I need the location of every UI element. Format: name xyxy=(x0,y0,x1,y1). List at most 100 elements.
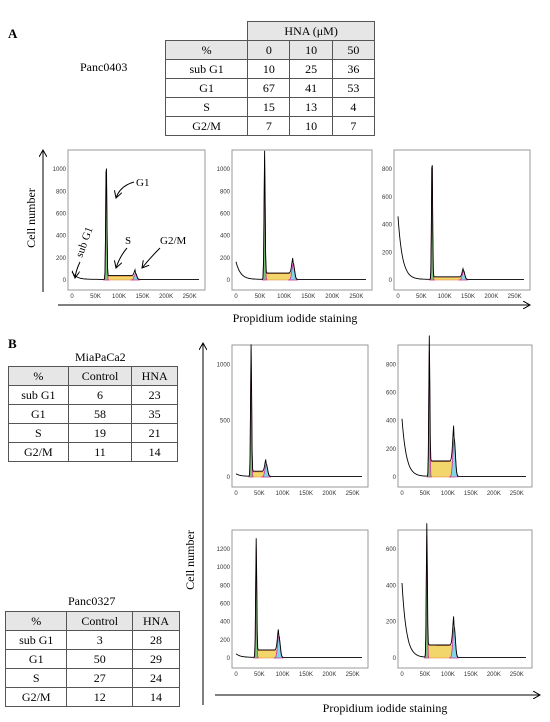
y-tick-label: 0 xyxy=(393,475,397,481)
x-tick-label: 100K xyxy=(277,294,291,300)
table-header: 10 xyxy=(289,40,333,60)
y-tick-label: 400 xyxy=(382,223,393,229)
x-tick-label: 200K xyxy=(484,294,498,300)
x-tick-label: 200K xyxy=(322,672,336,678)
y-tick-label: 400 xyxy=(56,234,67,240)
x-tick-label: 0 xyxy=(400,491,404,497)
y-tick-label: 200 xyxy=(220,638,231,644)
plot-frame xyxy=(393,149,531,291)
x-tick-label: 100K xyxy=(276,672,290,678)
table-row: HNA (μM) xyxy=(166,21,375,41)
table-cell: 14 xyxy=(131,442,178,462)
table-cell: 28 xyxy=(132,630,180,650)
y-tick-label: 800 xyxy=(220,189,231,195)
y-tick-label: 600 xyxy=(56,211,67,217)
x-tick-label: 250K xyxy=(183,294,197,300)
x-tick-label: 200K xyxy=(487,672,501,678)
x-tick-label: 50K xyxy=(254,672,265,678)
histogram-line xyxy=(235,150,366,280)
table-row: S 15 13 4 xyxy=(164,97,376,117)
table-cell: 29 xyxy=(132,649,180,669)
table-cell: 11 xyxy=(67,442,133,462)
x-tick-label: 200K xyxy=(487,491,501,497)
y-tick-label: 0 xyxy=(227,475,231,481)
table-cell: G2/M xyxy=(8,442,69,462)
y-tick-label: 0 xyxy=(63,278,67,284)
table-cell: 3 xyxy=(66,630,134,650)
x-tick-label: 0 xyxy=(234,491,238,497)
table-cell: 23 xyxy=(131,385,178,405)
x-tick-label: 250K xyxy=(346,491,360,497)
histogram-line xyxy=(401,335,526,477)
table-row: S 19 21 xyxy=(8,423,178,443)
y-tick-label: 200 xyxy=(386,620,397,626)
y-tick-label: 1000 xyxy=(217,362,231,368)
table-cell: S xyxy=(8,423,69,443)
table-cell: 13 xyxy=(289,97,333,117)
table-header: % xyxy=(164,40,249,60)
table-row: % 0 10 50 xyxy=(164,40,376,60)
s-phase-area xyxy=(105,275,136,281)
table-row: G1 67 41 53 xyxy=(164,78,376,98)
x-tick-label: 150K xyxy=(461,294,475,300)
x-tick-label: 250K xyxy=(508,294,522,300)
s-phase-area xyxy=(431,277,464,281)
x-tick-label: 150K xyxy=(299,672,313,678)
x-tick-label: 100K xyxy=(438,294,452,300)
x-tick-label: 50K xyxy=(420,672,431,678)
table-row: % Control HNA xyxy=(8,366,178,386)
x-tick-label: 0 xyxy=(70,294,74,300)
x-tick-label: 250K xyxy=(510,491,524,497)
annotation: G1 xyxy=(136,177,149,189)
y-tick-label: 400 xyxy=(220,620,231,626)
y-tick-label: 800 xyxy=(382,167,393,173)
y-tick-label: 0 xyxy=(393,656,397,662)
table-cell: S xyxy=(4,668,68,688)
table-title: Panc0327 xyxy=(68,594,116,608)
table-cell: G2/M xyxy=(4,687,68,707)
table-cell: G1 xyxy=(8,404,69,424)
x-tick-label: 100K xyxy=(441,491,455,497)
table-header: % xyxy=(4,611,68,631)
table-cell: 4 xyxy=(331,97,376,117)
annotation-arrow xyxy=(116,247,128,268)
y-tick-label: 800 xyxy=(386,362,397,368)
annotation: G2/M xyxy=(160,235,187,247)
table-cell: 36 xyxy=(331,59,376,79)
plot-frame xyxy=(231,344,369,488)
table-header: HNA xyxy=(131,366,178,386)
table-header: Control xyxy=(66,611,134,631)
annotation-arrow xyxy=(116,181,135,198)
table-header: 50 xyxy=(331,40,376,60)
table-cell xyxy=(166,22,248,41)
table-body: % Control HNA sub G1 6 23 G1 58 35 S 19 21 G2/M 11 14 xyxy=(8,366,178,462)
x-label: Propidium iodide staining xyxy=(233,311,358,325)
y-tick-label: 0 xyxy=(227,278,231,284)
x-tick-label: 100K xyxy=(112,294,126,300)
table-row: sub G1 10 25 36 xyxy=(164,59,376,79)
s-phase-area xyxy=(264,273,294,281)
x-tick-label: 150K xyxy=(464,491,478,497)
table-cell: 53 xyxy=(331,78,376,98)
table-title: Panc0403 xyxy=(80,60,128,74)
x-tick-label: 150K xyxy=(301,294,315,300)
table-row: G1 58 35 xyxy=(8,404,178,424)
plot-frame xyxy=(397,344,533,488)
plot-frame xyxy=(397,529,533,669)
s-phase-area xyxy=(250,471,267,478)
y-label: Cell number xyxy=(24,188,38,248)
x-tick-label: 0 xyxy=(400,672,404,678)
y-tick-label: 400 xyxy=(386,583,397,589)
y-tick-label: 1000 xyxy=(217,167,231,173)
table-cell: sub G1 xyxy=(164,59,249,79)
histogram-line xyxy=(71,168,199,280)
table-cell: 41 xyxy=(289,78,333,98)
data-table: HNA (μM)% 0 10 50 sub G1 10 25 36 G1 67 41 53 S 15 13 4… xyxy=(164,21,376,136)
y-tick-label: 200 xyxy=(386,447,397,453)
x-tick-label: 0 xyxy=(234,294,238,300)
table-cell: 58 xyxy=(67,404,133,424)
table-cell: 25 xyxy=(289,59,333,79)
plot-frame xyxy=(67,149,206,291)
table-cell: 24 xyxy=(132,668,180,688)
